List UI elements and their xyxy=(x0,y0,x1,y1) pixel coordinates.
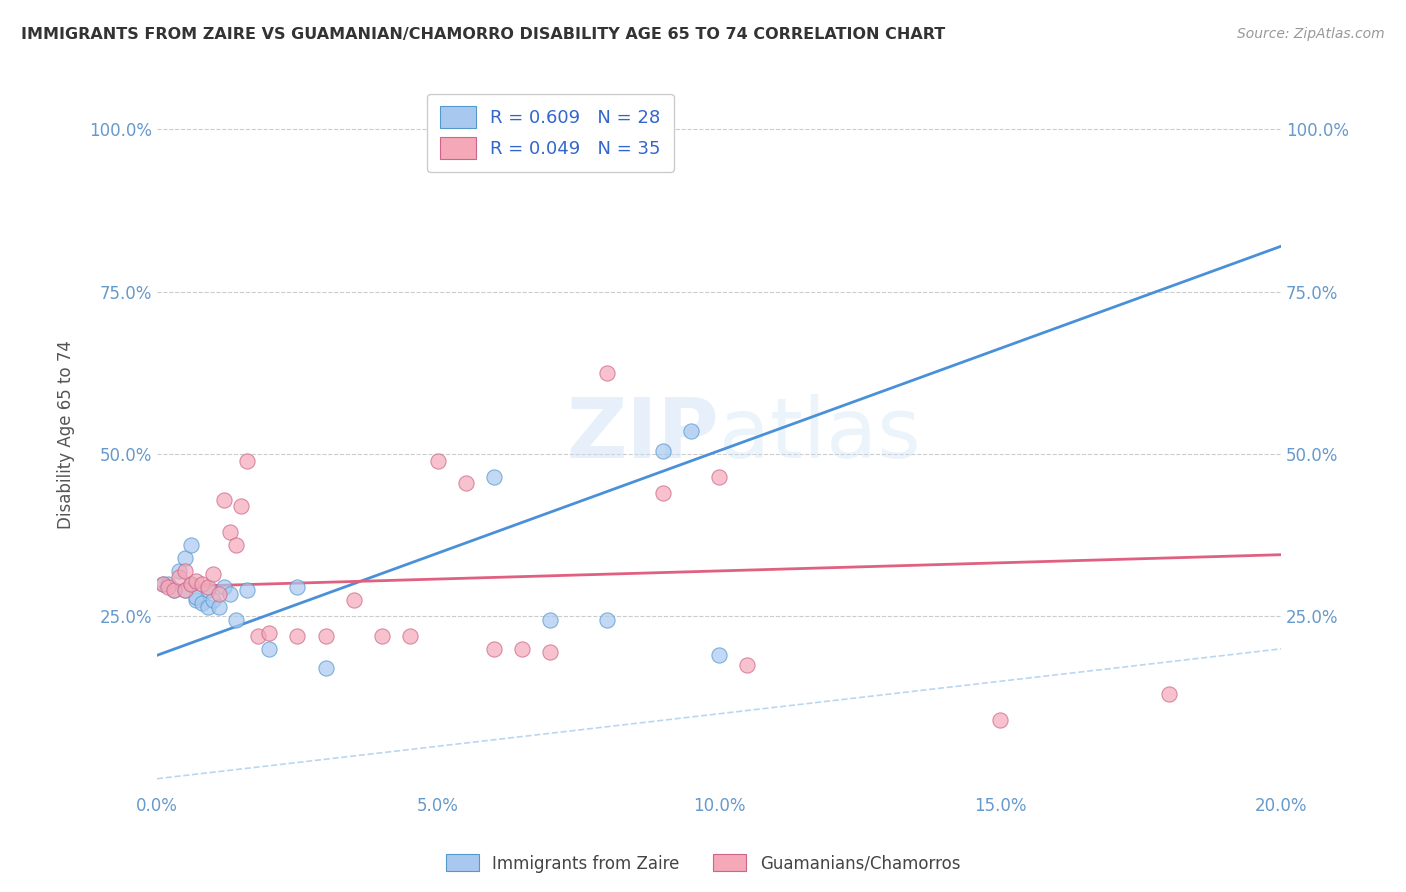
Point xyxy=(174,583,197,598)
Point xyxy=(482,641,505,656)
Point xyxy=(219,524,242,539)
Point xyxy=(259,625,281,640)
Point xyxy=(174,583,197,598)
Point xyxy=(651,443,673,458)
Point xyxy=(163,583,186,598)
Point xyxy=(186,590,208,604)
Point xyxy=(236,583,259,598)
Point xyxy=(343,593,366,607)
Point xyxy=(191,596,214,610)
Point xyxy=(197,599,219,614)
Point xyxy=(538,613,561,627)
Point xyxy=(236,453,259,467)
Point xyxy=(197,580,219,594)
Point xyxy=(287,580,309,594)
Point xyxy=(214,580,236,594)
Point xyxy=(180,577,202,591)
Text: Source: ZipAtlas.com: Source: ZipAtlas.com xyxy=(1237,27,1385,41)
Point xyxy=(186,593,208,607)
Point xyxy=(287,629,309,643)
Point xyxy=(186,574,208,588)
Point xyxy=(174,550,197,565)
Point xyxy=(707,648,730,663)
Point xyxy=(231,499,253,513)
Point xyxy=(371,629,394,643)
Point xyxy=(163,583,186,598)
Point xyxy=(426,453,449,467)
Text: ZIP: ZIP xyxy=(567,394,718,475)
Point xyxy=(152,577,174,591)
Point xyxy=(219,587,242,601)
Point xyxy=(454,476,477,491)
Point xyxy=(169,564,191,578)
Point xyxy=(679,425,702,439)
Point xyxy=(707,470,730,484)
Point xyxy=(191,577,214,591)
Text: IMMIGRANTS FROM ZAIRE VS GUAMANIAN/CHAMORRO DISABILITY AGE 65 TO 74 CORRELATION : IMMIGRANTS FROM ZAIRE VS GUAMANIAN/CHAMO… xyxy=(21,27,945,42)
Point xyxy=(247,629,270,643)
Point xyxy=(180,577,202,591)
Point xyxy=(398,629,420,643)
Point xyxy=(197,583,219,598)
Point xyxy=(180,538,202,552)
Point xyxy=(202,567,225,582)
Point xyxy=(225,538,247,552)
Point xyxy=(174,564,197,578)
Point xyxy=(202,593,225,607)
Point xyxy=(315,629,337,643)
Point xyxy=(1157,687,1180,701)
Point xyxy=(214,492,236,507)
Point xyxy=(169,570,191,584)
Y-axis label: Disability Age 65 to 74: Disability Age 65 to 74 xyxy=(58,340,75,529)
Point xyxy=(157,580,180,594)
Legend: Immigrants from Zaire, Guamanians/Chamorros: Immigrants from Zaire, Guamanians/Chamor… xyxy=(439,847,967,880)
Point xyxy=(152,577,174,591)
Point xyxy=(988,713,1011,727)
Point xyxy=(225,613,247,627)
Point xyxy=(259,641,281,656)
Text: atlas: atlas xyxy=(718,394,921,475)
Point xyxy=(595,366,617,380)
Point xyxy=(651,486,673,500)
Point xyxy=(315,661,337,675)
Point xyxy=(157,577,180,591)
Point xyxy=(595,613,617,627)
Point xyxy=(735,658,758,673)
Point xyxy=(482,470,505,484)
Point xyxy=(208,599,231,614)
Point xyxy=(510,641,533,656)
Point xyxy=(538,645,561,659)
Legend: R = 0.609   N = 28, R = 0.049   N = 35: R = 0.609 N = 28, R = 0.049 N = 35 xyxy=(427,94,673,172)
Point xyxy=(208,587,231,601)
